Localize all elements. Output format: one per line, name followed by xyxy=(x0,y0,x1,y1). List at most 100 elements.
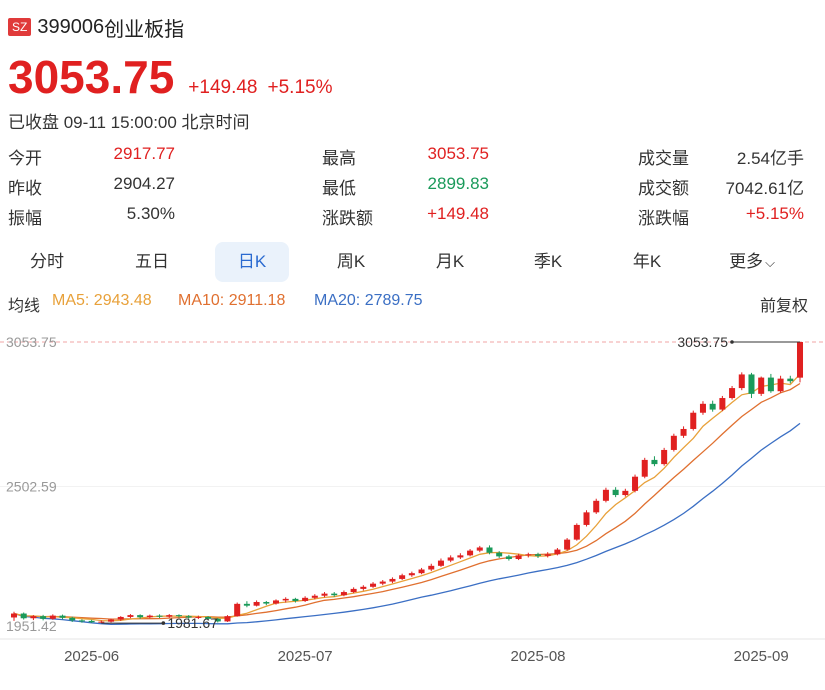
candle-body[interactable] xyxy=(282,598,289,601)
tab-0[interactable]: 分时 xyxy=(12,242,82,282)
stock-name: 创业板指 xyxy=(104,18,185,41)
candle-body[interactable] xyxy=(195,616,202,618)
ma5-line xyxy=(13,373,801,622)
tab-7[interactable]: 更多 ⌵ xyxy=(717,242,787,282)
candle-body[interactable] xyxy=(156,615,163,617)
candle-body[interactable] xyxy=(418,569,425,574)
tab-4[interactable]: 月K xyxy=(415,242,485,282)
candle-body[interactable] xyxy=(98,621,105,623)
stat-label: 涨跌幅 xyxy=(638,209,689,228)
candle-body[interactable] xyxy=(583,512,590,525)
candle-body[interactable] xyxy=(428,565,435,570)
candle-body[interactable] xyxy=(534,554,542,556)
candle-body[interactable] xyxy=(573,524,580,540)
stat-value: 2904.27 xyxy=(113,174,175,193)
candle-body[interactable] xyxy=(632,476,639,491)
candle-body[interactable] xyxy=(321,593,328,596)
candle-body[interactable] xyxy=(69,617,76,621)
candle-body[interactable] xyxy=(224,616,231,622)
candle-body[interactable] xyxy=(515,555,522,560)
candle-body[interactable] xyxy=(457,555,464,558)
candle-body[interactable] xyxy=(399,575,406,579)
candle-body[interactable] xyxy=(699,403,706,413)
candle-body[interactable] xyxy=(311,595,318,598)
candle-body[interactable] xyxy=(796,342,804,378)
candle-body[interactable] xyxy=(302,597,309,601)
candle-body[interactable] xyxy=(680,428,687,436)
candle-body[interactable] xyxy=(641,459,648,477)
candle-body[interactable] xyxy=(243,603,250,606)
candle-body[interactable] xyxy=(748,374,755,394)
candle-body[interactable] xyxy=(292,598,299,601)
candle-body[interactable] xyxy=(78,620,85,622)
tab-label: 五日 xyxy=(135,252,169,271)
candle-body[interactable] xyxy=(108,619,115,622)
candle-body[interactable] xyxy=(10,613,18,618)
candle-body[interactable] xyxy=(253,602,260,606)
candle-body[interactable] xyxy=(166,615,173,617)
candle-body[interactable] xyxy=(505,556,512,560)
candle-body[interactable] xyxy=(787,378,794,382)
candle-body[interactable] xyxy=(525,554,532,556)
tab-3[interactable]: 周K xyxy=(316,242,386,282)
candle-body[interactable] xyxy=(767,377,774,392)
candle-body[interactable] xyxy=(593,500,600,513)
candle-body[interactable] xyxy=(476,547,483,551)
candle-body[interactable] xyxy=(738,374,745,389)
candle-body[interactable] xyxy=(612,489,619,496)
candle-body[interactable] xyxy=(360,586,367,589)
candle-body[interactable] xyxy=(127,615,134,617)
candle-body[interactable] xyxy=(486,547,493,553)
candle-body[interactable] xyxy=(234,603,241,617)
candle-body[interactable] xyxy=(350,588,357,593)
candle-body[interactable] xyxy=(137,615,144,618)
candle-body[interactable] xyxy=(263,602,270,604)
adjust-toggle[interactable]: 前复权 xyxy=(759,298,808,315)
candle-body[interactable] xyxy=(602,489,609,501)
candle-body[interactable] xyxy=(544,554,551,556)
candle-body[interactable] xyxy=(729,388,736,399)
candle-body[interactable] xyxy=(40,616,47,619)
candle-body[interactable] xyxy=(88,620,95,623)
candle-body[interactable] xyxy=(661,449,668,465)
kline-chart[interactable]: 3053.75 2502.59 1951.42 2025-06 2025-07 2025-… xyxy=(0,326,825,690)
candle-body[interactable] xyxy=(496,552,503,557)
candle-body[interactable] xyxy=(272,600,280,604)
candle-body[interactable] xyxy=(331,593,338,596)
tab-5[interactable]: 季K xyxy=(513,242,583,282)
candle-body[interactable] xyxy=(408,573,415,576)
candle-body[interactable] xyxy=(719,398,726,410)
tab-6[interactable]: 年K xyxy=(612,242,682,282)
candle-body[interactable] xyxy=(205,616,212,619)
candle-body[interactable] xyxy=(709,403,716,410)
tab-2[interactable]: 日K xyxy=(215,242,289,282)
candle-body[interactable] xyxy=(651,459,658,465)
candle-body[interactable] xyxy=(20,613,27,619)
candle-body[interactable] xyxy=(437,560,444,566)
candle-body[interactable] xyxy=(30,616,37,619)
candle-body[interactable] xyxy=(690,412,697,429)
candle-body[interactable] xyxy=(59,615,66,618)
candle-body[interactable] xyxy=(49,615,56,619)
candle-body[interactable] xyxy=(389,578,396,582)
tab-label: 更多 xyxy=(729,252,764,271)
tab-1[interactable]: 五日 xyxy=(117,242,187,282)
candle-body[interactable] xyxy=(554,549,561,555)
candle-body[interactable] xyxy=(564,539,571,550)
candle-body[interactable] xyxy=(379,581,386,584)
candle-body[interactable] xyxy=(340,592,347,596)
stat-value: 5.30% xyxy=(126,204,175,223)
candle-body[interactable] xyxy=(758,377,765,394)
candle-body[interactable] xyxy=(670,435,677,450)
candle-body[interactable] xyxy=(185,616,192,618)
y-tick-label: 1951.42 xyxy=(6,618,57,634)
candle-body[interactable] xyxy=(622,490,629,496)
candle-body[interactable] xyxy=(117,616,124,620)
candle-body[interactable] xyxy=(447,557,454,561)
candle-body[interactable] xyxy=(146,615,153,618)
candle-body[interactable] xyxy=(214,618,221,622)
candle-body[interactable] xyxy=(175,615,182,617)
candle-body[interactable] xyxy=(370,583,377,587)
candle-body[interactable] xyxy=(777,378,784,392)
candle-body[interactable] xyxy=(467,550,474,556)
